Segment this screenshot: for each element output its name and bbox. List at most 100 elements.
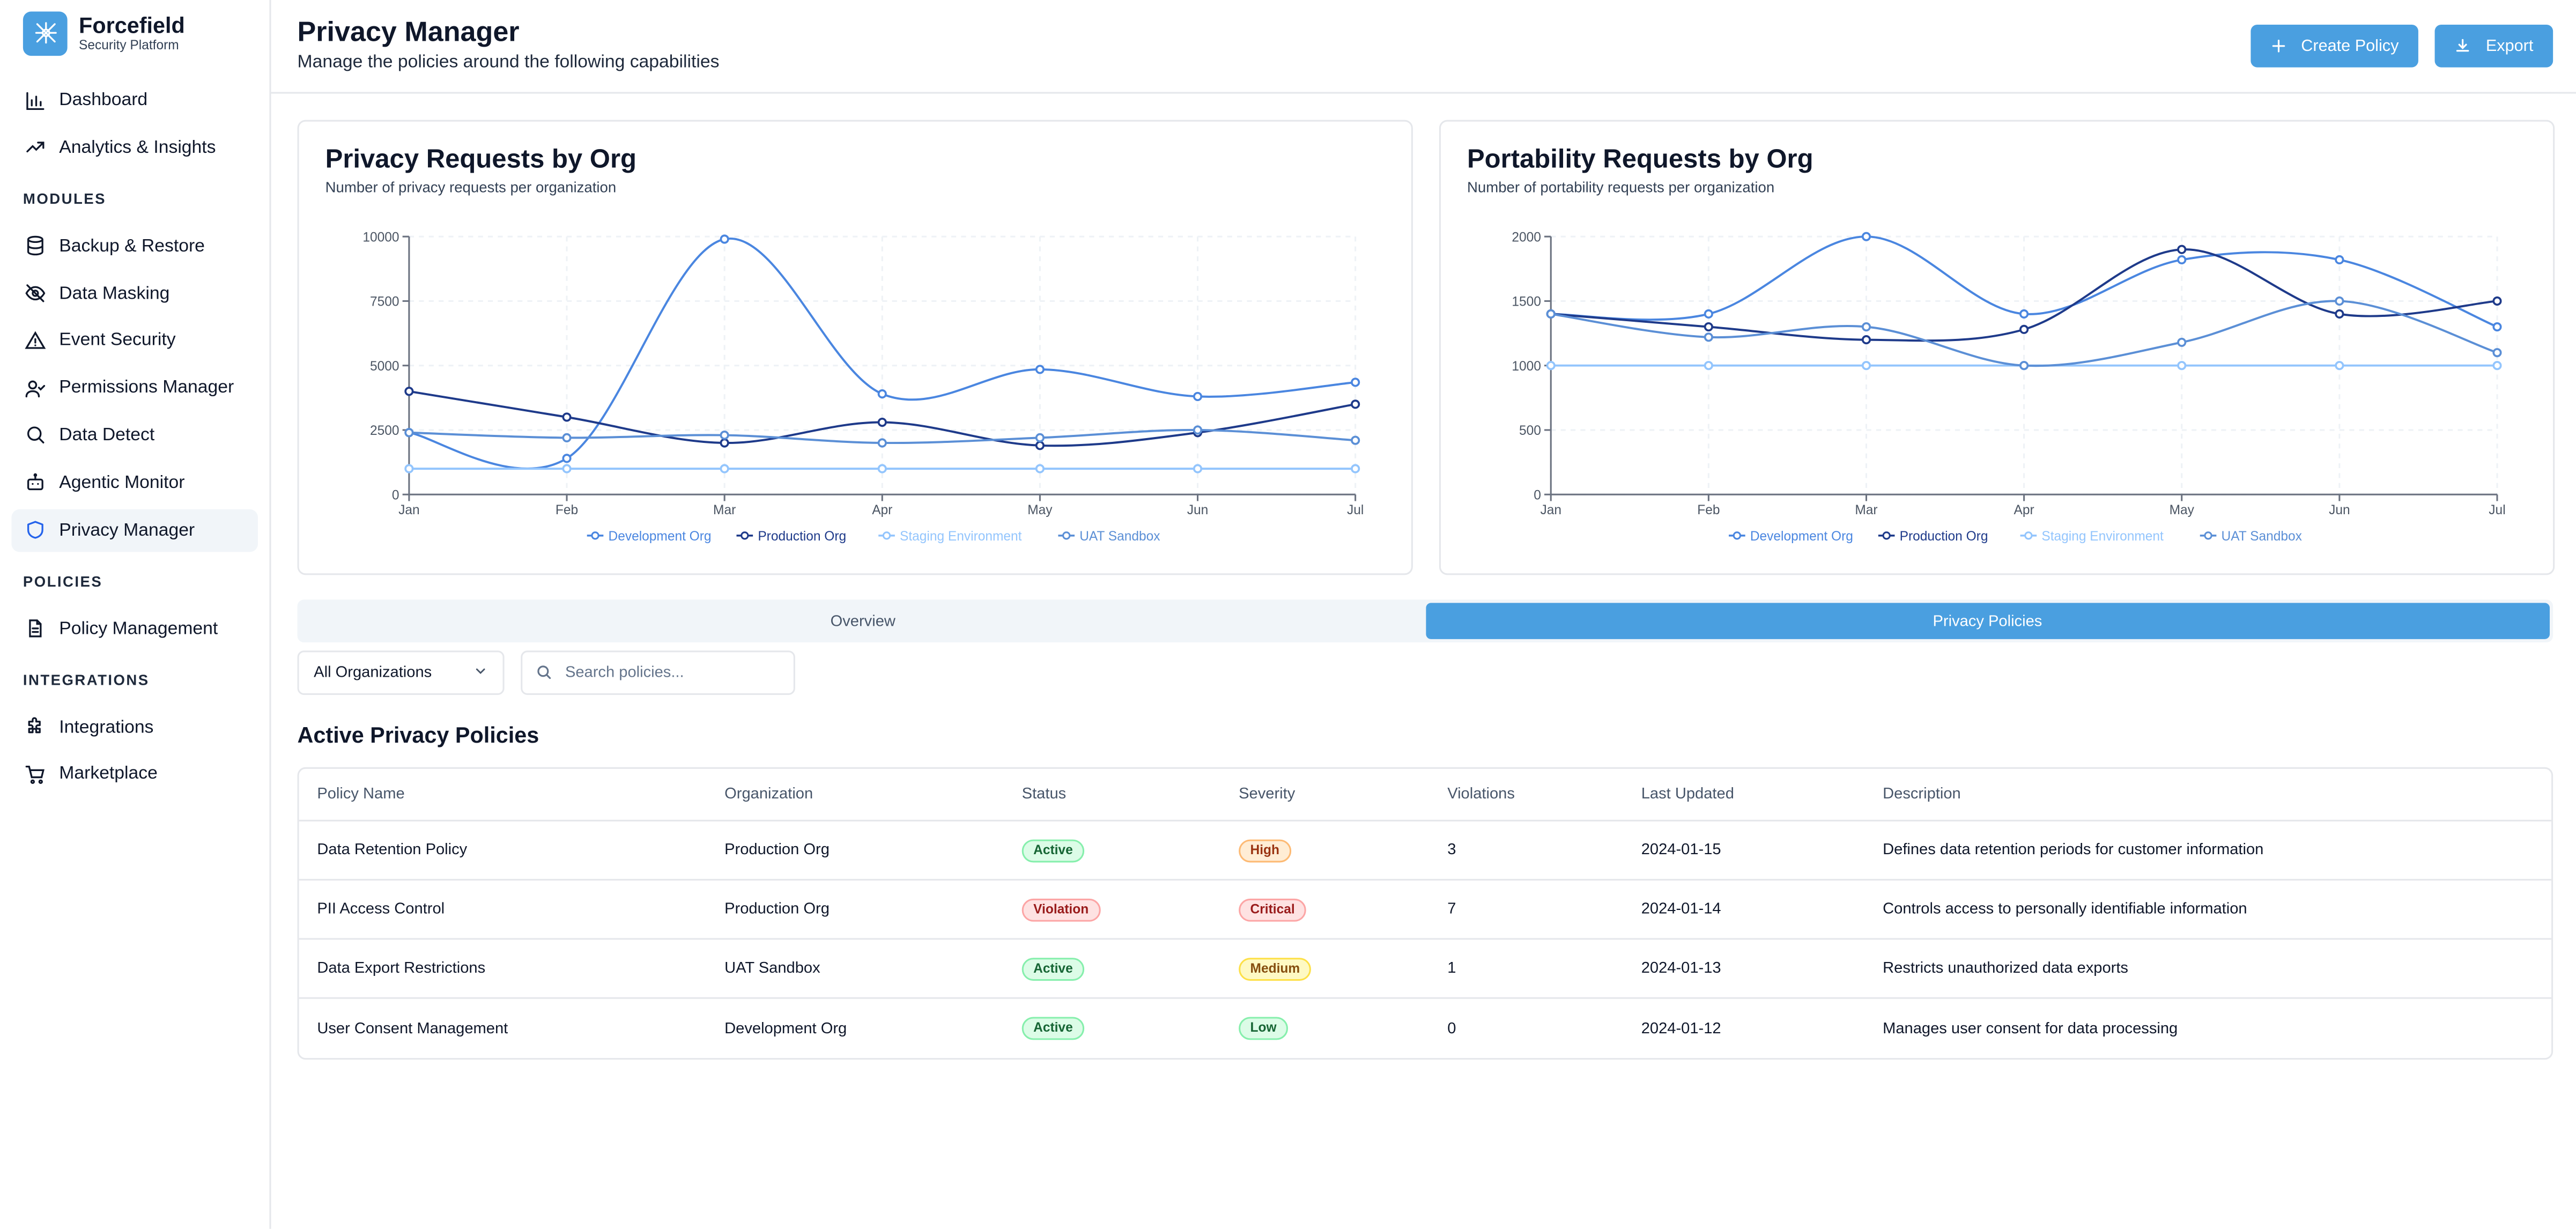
column-header[interactable]: Violations xyxy=(1447,785,1515,804)
sidebar-item-analytics[interactable]: Analytics & Insights xyxy=(11,126,258,169)
policy-name: User Consent Management xyxy=(317,1019,508,1038)
data-point xyxy=(2019,361,2029,371)
legend-marker xyxy=(1733,531,1742,540)
data-point xyxy=(562,412,572,422)
create-policy-button[interactable]: Create Policy xyxy=(2250,24,2419,68)
x-tick-label: Jan xyxy=(398,503,420,517)
data-point xyxy=(2335,361,2344,371)
chart-subtitle: Number of privacy requests per organizat… xyxy=(325,179,617,196)
data-point xyxy=(720,430,729,440)
table-row[interactable]: User Consent Management Development Org … xyxy=(299,999,2551,1058)
sidebar-item-data-masking[interactable]: Data Masking xyxy=(11,272,258,315)
portability-requests-chart: 0 500 1000 1500 2000 Jan Feb Mar Apr May Jun Jul Dev… xyxy=(1512,230,2505,544)
policies-table: Policy Name Organization Status Severity… xyxy=(297,767,2553,1060)
organization-select[interactable]: All Organizations xyxy=(297,650,505,695)
severity-badge: Critical xyxy=(1239,898,1307,921)
y-tick-label: 7500 xyxy=(370,295,399,309)
legend-marker xyxy=(2024,531,2033,540)
data-point xyxy=(1861,322,1871,332)
sidebar-item-policy-management[interactable]: Policy Management xyxy=(11,607,258,650)
legend-marker xyxy=(2204,531,2212,540)
sidebar-item-event-security[interactable]: Event Security xyxy=(11,320,258,362)
export-button[interactable]: Export xyxy=(2434,24,2553,68)
data-point xyxy=(1704,332,1713,342)
last-updated: 2024-01-13 xyxy=(1641,959,1721,978)
table-row[interactable]: Data Export Restrictions UAT Sandbox Act… xyxy=(299,939,2552,999)
sidebar-item-label: Analytics & Insights xyxy=(59,137,216,158)
column-header[interactable]: Status xyxy=(1021,785,1067,804)
sidebar-item-agentic-monitor[interactable]: Agentic Monitor xyxy=(11,461,258,504)
x-tick-label: Jan xyxy=(1540,503,1561,517)
eye-off-icon xyxy=(25,283,46,304)
data-point xyxy=(1193,464,1203,473)
brand[interactable]: Forcefield Security Platform xyxy=(0,10,269,56)
sidebar-item-marketplace[interactable]: Marketplace xyxy=(11,753,258,796)
x-tick-label: May xyxy=(2170,503,2195,517)
data-point xyxy=(720,234,729,244)
data-point xyxy=(562,433,572,442)
sidebar-item-label: Marketplace xyxy=(59,764,158,784)
y-tick-label: 1000 xyxy=(1512,359,1541,374)
policy-description: Controls access to personally identifiab… xyxy=(1883,900,2247,919)
data-point xyxy=(1546,309,1556,319)
x-tick-label: Mar xyxy=(1855,503,1877,517)
legend-label: Development Org xyxy=(1750,529,1853,544)
sidebar-item-label: Dashboard xyxy=(59,90,148,110)
column-header[interactable]: Severity xyxy=(1239,785,1296,804)
tab-privacy-policies[interactable]: Privacy Policies xyxy=(1425,603,2550,639)
portability-requests-chart-card: Portability Requests by Org Number of po… xyxy=(1439,120,2555,575)
last-updated: 2024-01-14 xyxy=(1641,900,1721,919)
data-point xyxy=(877,417,887,427)
sidebar-item-permissions-manager[interactable]: Permissions Manager xyxy=(11,367,258,410)
sidebar-item-data-detect[interactable]: Data Detect xyxy=(11,414,258,457)
policy-org: Development Org xyxy=(724,1019,847,1038)
policy-name: Data Retention Policy xyxy=(317,841,468,860)
app-name: Forcefield xyxy=(79,12,185,37)
table-row[interactable]: Data Retention Policy Production Org Act… xyxy=(299,821,2552,881)
column-header[interactable]: Policy Name xyxy=(317,785,405,804)
bot-icon xyxy=(25,472,46,493)
chevron-down-icon xyxy=(473,663,488,683)
sidebar: Forcefield Security Platform Dashboard A… xyxy=(0,0,271,1229)
violations-count: 0 xyxy=(1447,1019,1456,1038)
column-header[interactable]: Organization xyxy=(724,785,813,804)
bar-chart-icon xyxy=(25,90,46,111)
violations-count: 7 xyxy=(1447,900,1456,919)
column-header[interactable]: Last Updated xyxy=(1641,785,1734,804)
table-header: Policy Name Organization Status Severity… xyxy=(299,769,2552,821)
violations-count: 3 xyxy=(1447,841,1456,860)
policy-org: UAT Sandbox xyxy=(724,959,820,978)
data-point xyxy=(2177,245,2187,254)
data-point xyxy=(2335,309,2344,319)
last-updated: 2024-01-12 xyxy=(1641,1019,1721,1038)
last-updated: 2024-01-15 xyxy=(1641,841,1721,860)
sidebar-item-backup-restore[interactable]: Backup & Restore xyxy=(11,225,258,268)
data-point xyxy=(2177,361,2187,371)
data-point xyxy=(2019,309,2029,319)
data-point xyxy=(877,464,887,473)
y-tick-label: 0 xyxy=(1534,488,1541,502)
legend-marker xyxy=(882,531,891,540)
sidebar-item-label: Policy Management xyxy=(59,618,218,639)
status-badge: Violation xyxy=(1021,898,1100,921)
data-point xyxy=(404,428,414,438)
sidebar-item-privacy-manager[interactable]: Privacy Manager xyxy=(11,508,258,552)
sidebar-item-integrations[interactable]: Integrations xyxy=(11,706,258,749)
data-point xyxy=(877,389,887,399)
legend-marker xyxy=(1062,531,1071,540)
sidebar-item-dashboard[interactable]: Dashboard xyxy=(11,79,258,122)
data-point xyxy=(1351,399,1360,409)
user-check-icon xyxy=(25,377,46,399)
table-row[interactable]: PII Access Control Production Org Violat… xyxy=(299,880,2552,940)
data-point xyxy=(1704,361,1713,371)
search-input[interactable] xyxy=(565,663,779,682)
x-tick-label: Jun xyxy=(1187,503,1209,517)
policy-org: Production Org xyxy=(724,900,830,919)
tab-overview[interactable]: Overview xyxy=(830,612,895,630)
privacy-requests-chart-card: Privacy Requests by Org Number of privac… xyxy=(297,120,1413,575)
create-policy-label: Create Policy xyxy=(2301,36,2399,55)
chart-title: Privacy Requests by Org xyxy=(325,146,636,174)
column-header[interactable]: Description xyxy=(1883,785,1961,804)
data-point xyxy=(1035,441,1045,450)
y-tick-label: 1500 xyxy=(1512,295,1541,309)
